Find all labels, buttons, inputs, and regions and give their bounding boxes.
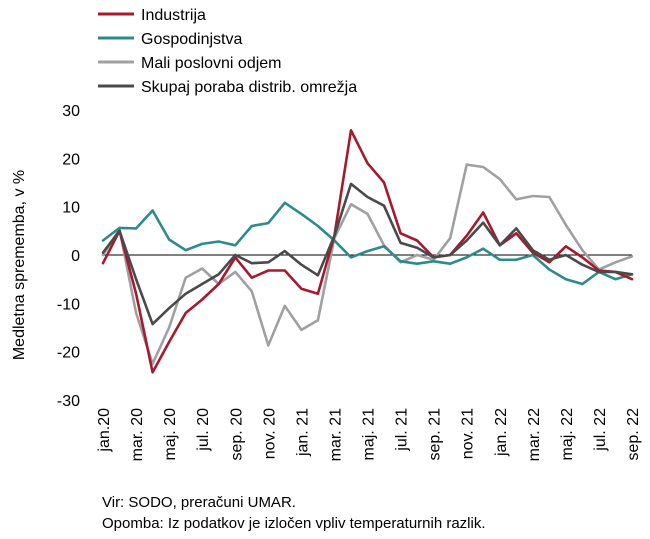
y-axis-ticks: -30 -20 -10 0 10 20 30 bbox=[57, 103, 80, 410]
x-tick-label: mar. 20 bbox=[129, 408, 146, 461]
x-tick-label: sep. 21 bbox=[427, 408, 444, 461]
x-tick-label: jan. 22 bbox=[493, 408, 510, 457]
legend-label: Gospodinjstva bbox=[141, 31, 242, 48]
x-tick-label: jul. 22 bbox=[592, 408, 609, 452]
y-tick-label: -20 bbox=[57, 345, 80, 362]
y-tick-label: 10 bbox=[62, 200, 80, 217]
x-tick-label: maj. 22 bbox=[559, 408, 576, 461]
legend-label: Skupaj poraba distrib. omrežja bbox=[141, 79, 357, 96]
footnote: Opomba: Iz podatkov je izločen vpliv tem… bbox=[102, 515, 486, 532]
chart-notes: Vir: SODO, preračuni UMAR. Opomba: Iz po… bbox=[102, 492, 486, 534]
x-tick-label: jul. 21 bbox=[394, 408, 411, 452]
y-tick-label: -30 bbox=[57, 393, 80, 410]
legend-label: Mali poslovni odjem bbox=[141, 55, 282, 72]
series-lines bbox=[101, 129, 634, 374]
y-tick-label: 0 bbox=[71, 248, 80, 265]
x-tick-label: nov. 20 bbox=[261, 408, 278, 459]
series-line-1 bbox=[101, 201, 634, 286]
series-line-2 bbox=[101, 163, 634, 366]
x-axis-ticks: jan.20 mar. 20 maj. 20 jul. 20 sep. 20 nov. 2… bbox=[96, 408, 642, 461]
x-tick-label: sep. 20 bbox=[228, 408, 245, 461]
x-tick-label: maj. 20 bbox=[162, 408, 179, 461]
x-tick-label: jan.20 bbox=[96, 408, 113, 453]
x-tick-label: maj. 21 bbox=[361, 408, 378, 461]
legend-label: Industrija bbox=[141, 7, 206, 24]
legend: Industrija Gospodinjstva Mali poslovni odj… bbox=[98, 7, 357, 96]
x-tick-label: jan. 21 bbox=[294, 408, 311, 457]
y-tick-label: 30 bbox=[62, 103, 80, 120]
y-axis-label: Medletna sprememba, v % bbox=[11, 170, 28, 360]
x-tick-label: jul. 20 bbox=[195, 408, 212, 452]
source-note: Vir: SODO, preračuni UMAR. bbox=[102, 494, 296, 511]
x-tick-label: mar. 21 bbox=[327, 408, 344, 461]
x-tick-label: nov. 21 bbox=[460, 408, 477, 459]
series-line-3 bbox=[101, 182, 634, 326]
y-tick-label: -10 bbox=[57, 296, 80, 313]
y-tick-label: 20 bbox=[62, 151, 80, 168]
line-chart: -30 -20 -10 0 10 20 30 jan.20 mar. 20 maj. 20 jul… bbox=[11, 7, 642, 461]
x-tick-label: mar. 22 bbox=[526, 408, 543, 461]
series-line-0 bbox=[101, 129, 634, 374]
x-tick-label: sep. 22 bbox=[625, 408, 642, 461]
